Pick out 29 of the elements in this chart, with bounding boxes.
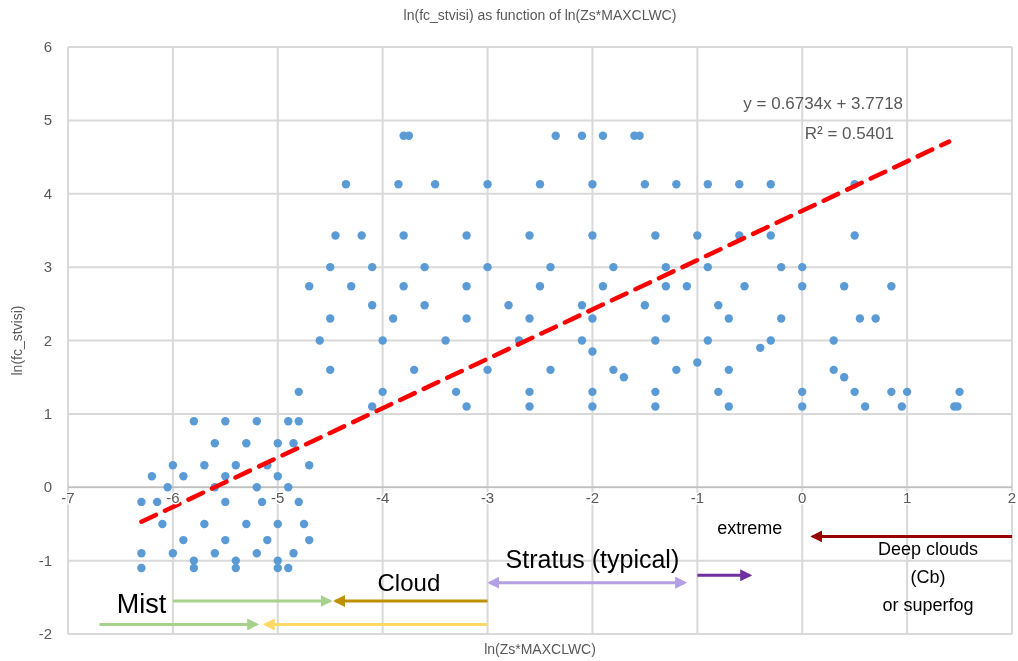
chart-title: ln(fc_stvisi) as function of ln(Zs*MAXCLWC)	[403, 7, 677, 23]
x-tick-label: -7	[61, 489, 75, 507]
x-axis-title: ln(Zs*MAXCLWC)	[484, 641, 596, 657]
y-tick-label: 3	[43, 258, 52, 276]
x-tick-label: -6	[166, 489, 180, 507]
y-tick-label: 1	[43, 404, 52, 422]
x-tick-label: -2	[585, 489, 600, 507]
y-tick-label: -1	[38, 551, 52, 569]
y-tick-label: 2	[43, 331, 52, 349]
y-tick-label: 6	[43, 38, 52, 55]
x-tick-label: -1	[690, 489, 705, 507]
y-tick-label: 4	[43, 184, 52, 202]
annotation: Deep clouds (Cb) or superfog	[878, 538, 979, 615]
annotation: extreme	[717, 518, 783, 539]
y-tick-label: 0	[43, 478, 52, 496]
y-tick-label: 5	[43, 111, 52, 129]
x-tick-label: 0	[798, 489, 807, 507]
annotation: Stratus (typical)	[505, 544, 680, 573]
annotation: Cloud	[377, 569, 441, 597]
annotation: Mist	[116, 589, 167, 620]
x-tick-label: 2	[1007, 489, 1017, 507]
x-tick-label: -4	[375, 489, 390, 507]
y-tick-label: -2	[38, 625, 52, 642]
annotation: y = 0.6734x + 3.7718	[743, 94, 904, 114]
x-tick-label: -3	[480, 489, 495, 507]
annotation: R² = 0.5401	[804, 123, 895, 143]
x-tick-label: 1	[902, 489, 912, 507]
x-tick-label: -5	[271, 489, 285, 507]
y-axis-title: ln(fc_stvisi)	[9, 305, 25, 376]
